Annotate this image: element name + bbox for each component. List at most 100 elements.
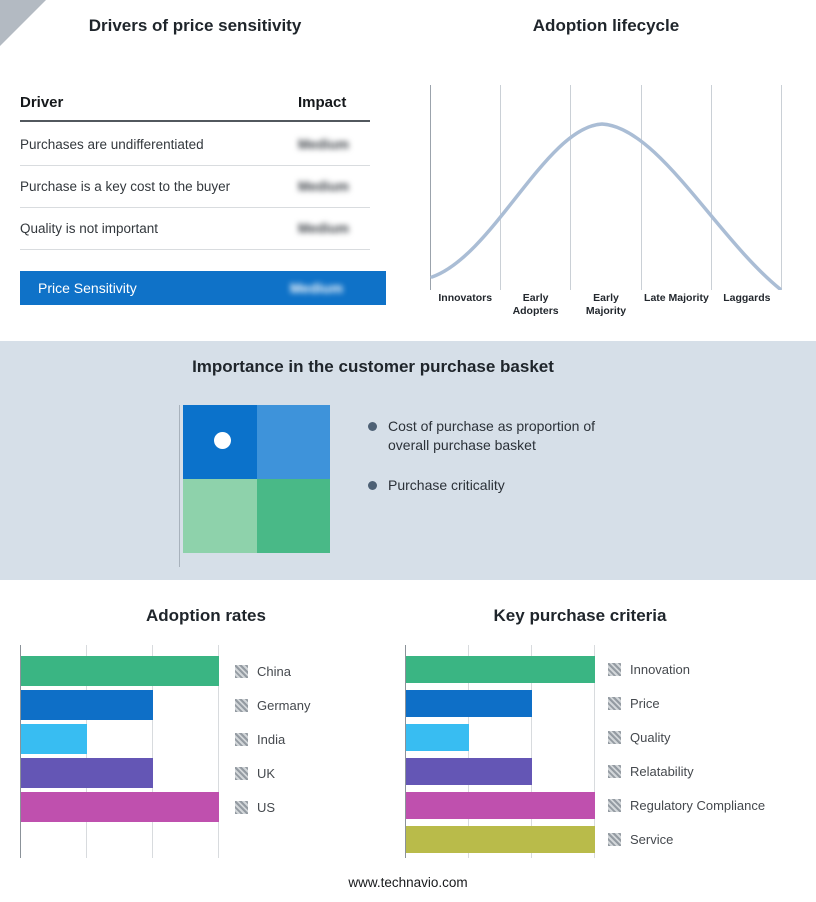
legend-item: Relatability — [608, 758, 694, 785]
adoption-bar-india — [21, 724, 87, 754]
purchase-basket-quadrant — [183, 405, 330, 553]
quadrant-cell — [183, 405, 257, 479]
legend-swatch-icon — [235, 698, 248, 712]
legend-item: Service — [608, 826, 673, 853]
gridline — [711, 85, 712, 290]
driver-name: Purchase is a key cost to the buyer — [20, 179, 231, 194]
legend-label: Regulatory Compliance — [630, 798, 766, 813]
driver-impact-value: Medium — [298, 137, 350, 152]
gridline — [570, 85, 571, 290]
drivers-panel-title: Drivers of price sensitivity — [88, 16, 302, 35]
adoption-bar-china — [21, 656, 219, 686]
gridline — [641, 85, 642, 290]
legend-item: China — [235, 656, 291, 686]
y-axis-line — [405, 645, 406, 858]
criteria-bar-relatability — [406, 758, 532, 785]
gridline — [152, 645, 153, 858]
legend-swatch-icon — [235, 664, 248, 678]
legend-swatch-icon — [608, 833, 621, 846]
legend-swatch-icon — [608, 697, 621, 710]
bullet-icon — [368, 480, 377, 490]
legend-swatch-icon — [235, 766, 248, 780]
legend-item: UK — [235, 758, 275, 788]
driver-name: Purchases are undifferentiated — [20, 137, 204, 152]
criteria-bar-price — [406, 690, 532, 717]
legend-swatch-icon — [608, 799, 621, 812]
stage-label: Laggards — [723, 292, 771, 304]
impact-column-header: Impact — [298, 94, 347, 111]
adoption-bar-uk — [21, 758, 153, 788]
gridline — [594, 645, 595, 858]
legend-swatch-icon — [608, 731, 621, 744]
price-sensitivity-value: Medium — [290, 280, 343, 296]
driver-impact-value: Medium — [298, 221, 350, 236]
legend-label: UK — [257, 765, 276, 781]
criteria-bar-quality — [406, 724, 469, 751]
y-axis-line — [20, 645, 21, 858]
stage-label: Late Majority — [644, 292, 709, 304]
purchase-basket-band: Importance in the customer purchase bask… — [0, 341, 816, 580]
legend-label: Quality — [630, 730, 671, 745]
legend-swatch-icon — [235, 732, 248, 746]
legend-item: Quality — [608, 724, 670, 751]
legend-item: India — [235, 724, 285, 754]
adoption-bar-us — [21, 792, 219, 822]
criteria-bar-service — [406, 826, 595, 853]
bullet-item: Purchase criticality — [368, 476, 638, 495]
lifecycle-plot — [430, 85, 782, 290]
driver-row: Purchases are undifferentiated Medium — [20, 124, 370, 166]
lifecycle-panel-title: Adoption lifecycle — [532, 16, 680, 35]
drivers-table-header: Driver Impact — [20, 94, 370, 122]
driver-column-header: Driver — [20, 94, 64, 111]
gridline — [500, 85, 501, 290]
bullet-text: Cost of purchase as proportion of overal… — [388, 418, 596, 454]
legend-item: Germany — [235, 690, 310, 720]
bullet-icon — [368, 422, 377, 431]
stage-label: Early Majority — [585, 292, 627, 317]
bullet-item: Cost of purchase as proportion of overal… — [368, 417, 638, 456]
basket-bullet-list: Cost of purchase as proportion of overal… — [368, 417, 638, 515]
legend-item: US — [235, 792, 275, 822]
legend-swatch-icon — [235, 800, 248, 814]
marker-dot-icon — [214, 432, 231, 449]
legend-label: Service — [630, 832, 674, 847]
lifecycle-stage-labels: Innovators Early Adopters Early Majority… — [430, 292, 782, 317]
legend-label: Germany — [257, 697, 311, 713]
legend-swatch-icon — [608, 765, 621, 778]
basket-title: Importance in the customer purchase bask… — [192, 357, 554, 376]
legend-item: Price — [608, 690, 660, 717]
adoption-bar-germany — [21, 690, 153, 720]
criteria-bar-regulatory-compliance — [406, 792, 595, 819]
gridline — [430, 85, 431, 290]
price-sensitivity-label: Price Sensitivity — [38, 280, 137, 296]
adoption-curve — [430, 122, 782, 290]
bullet-text: Purchase criticality — [388, 476, 505, 493]
legend-label: Price — [630, 696, 660, 711]
legend-label: Relatability — [630, 764, 694, 779]
price-sensitivity-bar: Price Sensitivity Medium — [20, 271, 386, 305]
corner-decoration — [0, 0, 46, 46]
adoption-rates-plot — [20, 645, 350, 858]
gridline — [781, 85, 782, 290]
legend-label: US — [257, 799, 276, 815]
criteria-bar-innovation — [406, 656, 595, 683]
driver-row: Quality is not important Medium — [20, 208, 370, 250]
quadrant-axis-line — [179, 405, 180, 567]
footer-url: www.technavio.com — [348, 875, 468, 890]
driver-impact-value: Medium — [298, 179, 350, 194]
legend-label: Innovation — [630, 662, 690, 677]
gridline — [531, 645, 532, 858]
driver-row: Purchase is a key cost to the buyer Medi… — [20, 166, 370, 208]
driver-name: Quality is not important — [20, 221, 159, 236]
legend-item: Innovation — [608, 656, 690, 683]
key-purchase-criteria-plot — [405, 645, 600, 858]
stage-label: Innovators — [438, 292, 493, 304]
legend-swatch-icon — [608, 663, 621, 676]
legend-item: Regulatory Compliance — [608, 792, 765, 819]
legend-label: China — [257, 663, 291, 679]
stage-label: Early Adopters — [512, 292, 559, 317]
gridline — [218, 645, 219, 858]
key-purchase-criteria-title: Key purchase criteria — [493, 606, 667, 625]
quadrant-cell — [256, 479, 330, 553]
